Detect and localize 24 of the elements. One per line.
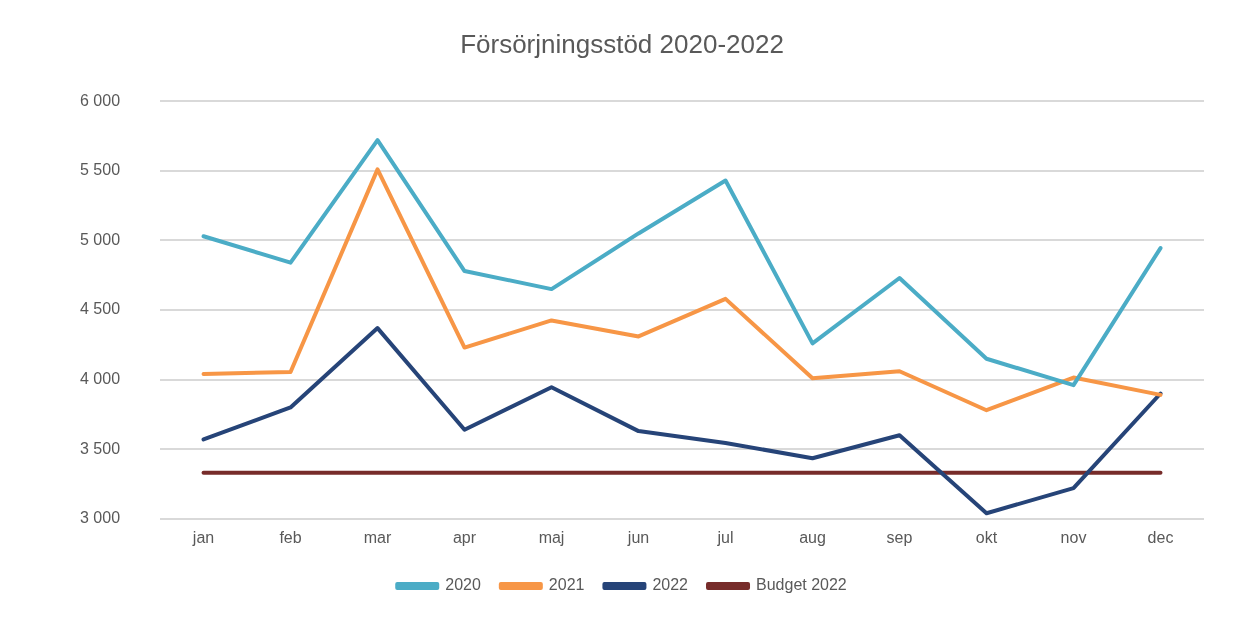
y-tick-label: 5 500 (79, 161, 121, 179)
y-tick-label: 4 500 (79, 300, 121, 318)
legend-label: 2021 (548, 576, 585, 594)
y-tick-label: 3 000 (79, 509, 121, 527)
x-tick-label: mar (363, 528, 392, 546)
y-tick-label: 5 000 (79, 230, 121, 248)
y-tick-label: 3 500 (79, 439, 121, 457)
legend-label: Budget 2022 (756, 576, 847, 594)
y-tick-label: 6 000 (79, 91, 121, 109)
chart-title: Försörjningsstöd 2020-2022 (460, 28, 784, 59)
x-tick-label: dec (1147, 528, 1174, 546)
legend-label: 2020 (445, 576, 481, 594)
x-tick-label: maj (538, 528, 565, 546)
x-tick-label: nov (1060, 528, 1087, 546)
x-tick-label: jul (716, 528, 734, 546)
y-tick-label: 4 000 (79, 370, 121, 388)
x-tick-label: apr (452, 528, 477, 546)
x-tick-label: feb (279, 528, 302, 546)
x-tick-label: okt (975, 528, 998, 546)
x-tick-label: aug (799, 528, 826, 546)
legend-label: 2022 (652, 576, 689, 594)
x-tick-label: jan (191, 528, 215, 546)
x-tick-label: jun (626, 528, 650, 546)
x-tick-label: sep (886, 528, 913, 546)
